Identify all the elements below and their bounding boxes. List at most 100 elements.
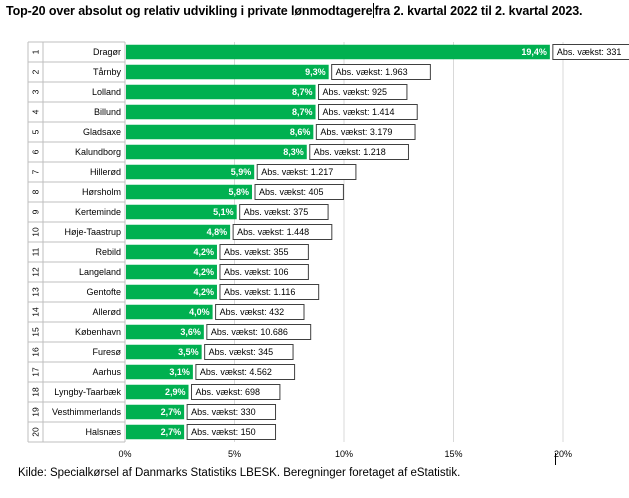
bar-value-label: 2,7% (161, 407, 182, 417)
rank-label: 2 (31, 69, 41, 74)
category-label: Aarhus (92, 367, 121, 377)
bar (126, 244, 217, 260)
category-label: Kerteminde (75, 207, 121, 217)
annotation-label: Abs. vækst: 1.963 (336, 67, 408, 77)
bar (126, 424, 185, 440)
category-label: Rebild (95, 247, 121, 257)
annotation-box (318, 84, 408, 100)
x-tick-label: 5% (228, 449, 241, 459)
bar-value-label: 3,1% (169, 367, 190, 377)
rank-label: 13 (31, 287, 41, 297)
rank-label: 18 (31, 387, 41, 397)
annotation-box (191, 384, 281, 400)
annotation-box (256, 164, 357, 180)
annotation-box (318, 104, 418, 120)
bar (126, 44, 550, 60)
bar-value-label: 5,1% (213, 207, 234, 217)
bar (126, 144, 307, 160)
annotation-label: Abs. vækst: 3.179 (320, 127, 392, 137)
rank-label: 16 (31, 347, 41, 357)
bar-value-label: 19,4% (521, 47, 547, 57)
annotation-label: Abs. vækst: 10.686 (211, 327, 288, 337)
annotation-box (232, 224, 333, 240)
annotation-label: Abs. vækst: 1.414 (323, 107, 395, 117)
category-label: Dragør (93, 47, 121, 57)
rank-label: 7 (31, 169, 41, 174)
bar-value-label: 4,2% (193, 267, 214, 277)
bar-value-label: 2,7% (161, 427, 182, 437)
annotation-label: Abs. vækst: 698 (196, 387, 261, 397)
annotation-label: Abs. vækst: 1.217 (261, 167, 333, 177)
annotation-box (186, 404, 277, 420)
bar (126, 104, 316, 120)
category-label: Langeland (79, 267, 121, 277)
bar (126, 324, 204, 340)
annotation-box (219, 244, 309, 260)
annotation-label: Abs. vækst: 1.116 (224, 287, 295, 297)
annotation-box (219, 264, 309, 280)
category-label: Kalundborg (75, 147, 121, 157)
rank-label: 8 (31, 189, 41, 194)
rank-label: 20 (31, 427, 41, 437)
category-label: Gladsaxe (83, 127, 121, 137)
bar-value-label: 2,9% (165, 387, 186, 397)
rank-label: 6 (31, 149, 41, 154)
bar (126, 184, 253, 200)
category-label: Allerød (92, 307, 121, 317)
category-label: Furesø (92, 347, 121, 357)
annotation-label: Abs. vækst: 330 (191, 407, 256, 417)
x-tick-label: 10% (335, 449, 353, 459)
rank-label: 12 (31, 267, 41, 277)
text-cursor (372, 3, 374, 18)
bar-value-label: 3,6% (180, 327, 201, 337)
bar-value-label: 4,2% (193, 287, 214, 297)
chart-title-text-end: fra 2. kvartal 2022 til 2. kvartal 2023. (374, 4, 583, 18)
annotation-box (195, 364, 296, 380)
rank-label: 1 (31, 49, 41, 54)
annotation-box (331, 64, 431, 80)
rank-label: 17 (31, 367, 41, 377)
annotation-label: Abs. vækst: 106 (224, 267, 289, 277)
rank-label: 3 (31, 89, 41, 94)
annotation-label: Abs. vækst: 375 (244, 207, 309, 217)
source-note: Kilde: Specialkørsel af Danmarks Statist… (18, 467, 461, 479)
annotation-label: Abs. vækst: 150 (191, 427, 256, 437)
rank-label: 11 (31, 247, 41, 256)
bar-value-label: 9,3% (305, 67, 326, 77)
rank-label: 9 (31, 209, 41, 214)
annotation-box (186, 424, 277, 440)
annotation-box (309, 144, 409, 160)
bar-value-label: 8,7% (292, 87, 313, 97)
annotation-box (215, 304, 305, 320)
bar-value-label: 8,6% (290, 127, 311, 137)
rank-label: 10 (31, 227, 41, 237)
category-label: Lolland (92, 87, 121, 97)
rank-label: 19 (31, 407, 41, 417)
annotation-label: Abs. vækst: 331 (557, 47, 622, 57)
annotation-label: Abs. vækst: 355 (224, 247, 289, 257)
category-label: Tårnby (93, 67, 122, 77)
rank-label: 14 (31, 307, 41, 317)
category-label: Billund (94, 107, 121, 117)
annotation-label: Abs. vækst: 925 (323, 87, 388, 97)
rank-label: 4 (31, 109, 41, 114)
bar (126, 224, 231, 240)
annotation-box (239, 204, 329, 220)
annotation-label: Abs. vækst: 405 (259, 187, 324, 197)
category-label: Hillerød (90, 167, 121, 177)
annotation-label: Abs. vækst: 1.218 (314, 147, 386, 157)
bar (126, 304, 213, 320)
bar (126, 64, 329, 80)
annotation-box (552, 44, 629, 60)
bar (126, 264, 217, 280)
annotation-label: Abs. vækst: 1.448 (237, 227, 309, 237)
bar-value-label: 8,7% (292, 107, 313, 117)
bar-value-label: 4,8% (207, 227, 228, 237)
x-tick-label: 15% (444, 449, 462, 459)
bar (126, 164, 255, 180)
bar (126, 124, 314, 140)
bar-value-label: 8,3% (283, 147, 304, 157)
annotation-box (315, 124, 416, 140)
bar (126, 404, 185, 420)
x-tick-label: 20% (554, 449, 572, 459)
